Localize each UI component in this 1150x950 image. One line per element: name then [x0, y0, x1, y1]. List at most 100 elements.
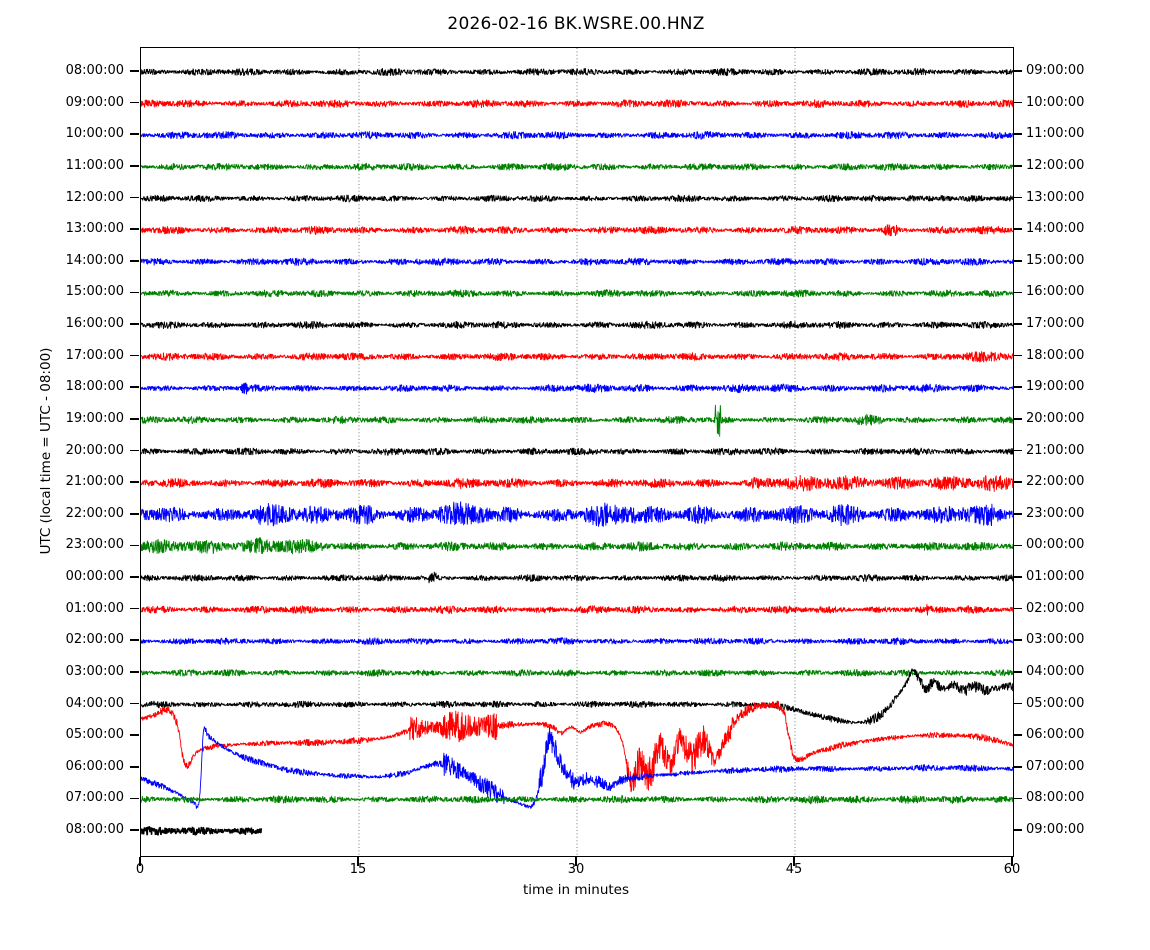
y-tick-mark-left — [130, 607, 139, 610]
y-tick-mark-left — [130, 70, 139, 72]
y-tick-mark-left — [130, 386, 139, 389]
utc-tick-label: 20:00:00 — [65, 442, 124, 458]
local-tick-label: 06:00:00 — [1026, 727, 1085, 743]
utc-tick-label: 08:00:00 — [65, 822, 124, 837]
y-tick-mark-right — [1013, 702, 1022, 705]
y-tick-mark-left — [130, 702, 139, 705]
y-tick-mark-right — [1013, 70, 1022, 72]
utc-tick-label: 06:00:00 — [65, 758, 124, 774]
local-tick-label: 00:00:00 — [1026, 537, 1085, 553]
y-tick-mark-left — [130, 512, 139, 515]
y-tick-mark-right — [1013, 512, 1022, 515]
y-tick-mark-left — [130, 196, 139, 199]
local-tick-label: 20:00:00 — [1026, 410, 1085, 426]
plot-frame — [140, 47, 1014, 857]
local-tick-label: 07:00:00 — [1026, 758, 1085, 774]
y-tick-mark-left — [130, 259, 139, 262]
local-tick-label: 16:00:00 — [1026, 284, 1085, 300]
utc-tick-label: 21:00:00 — [65, 474, 124, 490]
x-tick-label: 30 — [567, 862, 585, 877]
y-tick-mark-left — [130, 797, 139, 800]
y-tick-mark-right — [1013, 607, 1022, 610]
utc-tick-label: 12:00:00 — [65, 189, 124, 205]
y-tick-mark-right — [1013, 228, 1022, 230]
local-tick-label: 09:00:00 — [1026, 63, 1085, 78]
x-tick-label: 60 — [1003, 862, 1021, 877]
y-tick-mark-right — [1013, 829, 1022, 831]
y-tick-mark-left — [130, 449, 139, 452]
y-tick-mark-right — [1013, 323, 1022, 325]
utc-tick-label: 23:00:00 — [65, 537, 124, 553]
y-tick-mark-left — [130, 101, 139, 104]
y-tick-mark-left — [130, 734, 139, 736]
y-tick-mark-right — [1013, 386, 1022, 389]
x-axis-label: time in minutes — [522, 882, 630, 898]
y-tick-mark-left — [130, 481, 139, 483]
local-tick-label: 01:00:00 — [1026, 569, 1085, 584]
y-tick-mark-right — [1013, 418, 1022, 420]
local-tick-label: 05:00:00 — [1026, 695, 1085, 711]
utc-tick-label: 15:00:00 — [65, 284, 124, 300]
y-tick-mark-left — [130, 829, 139, 831]
utc-tick-label: 18:00:00 — [65, 379, 124, 395]
y-tick-mark-right — [1013, 734, 1022, 736]
utc-tick-label: 19:00:00 — [65, 410, 124, 426]
local-tick-label: 09:00:00 — [1026, 822, 1085, 837]
y-tick-mark-left — [130, 323, 139, 325]
utc-tick-label: 07:00:00 — [65, 790, 124, 806]
utc-tick-label: 17:00:00 — [65, 347, 124, 363]
utc-tick-label: 09:00:00 — [65, 94, 124, 110]
utc-tick-label: 00:00:00 — [65, 569, 124, 584]
utc-tick-label: 10:00:00 — [65, 126, 124, 142]
utc-tick-label: 04:00:00 — [65, 695, 124, 711]
y-tick-mark-left — [130, 765, 139, 768]
y-tick-mark-right — [1013, 639, 1022, 642]
local-tick-label: 14:00:00 — [1026, 221, 1085, 237]
y-tick-mark-left — [130, 418, 139, 420]
y-tick-mark-left — [130, 228, 139, 230]
utc-tick-label: 11:00:00 — [65, 157, 124, 173]
y-tick-mark-right — [1013, 259, 1022, 262]
local-tick-label: 17:00:00 — [1026, 316, 1085, 331]
x-tick-mark — [139, 857, 141, 866]
x-tick-mark — [1011, 857, 1013, 866]
utc-tick-label: 16:00:00 — [65, 316, 124, 331]
local-tick-label: 15:00:00 — [1026, 252, 1085, 268]
x-tick-label: 15 — [349, 862, 367, 877]
seismogram-trace-canvas — [141, 48, 1013, 856]
x-tick-label: 45 — [785, 862, 803, 877]
y-tick-mark-right — [1013, 165, 1022, 167]
y-tick-mark-right — [1013, 133, 1022, 136]
local-tick-label: 11:00:00 — [1026, 126, 1085, 142]
y-tick-mark-right — [1013, 354, 1022, 357]
y-tick-mark-right — [1013, 101, 1022, 104]
utc-tick-label: 02:00:00 — [65, 632, 124, 648]
local-tick-label: 18:00:00 — [1026, 347, 1085, 363]
y-tick-mark-right — [1013, 544, 1022, 547]
y-tick-mark-left — [130, 133, 139, 136]
local-tick-label: 13:00:00 — [1026, 189, 1085, 205]
utc-tick-label: 13:00:00 — [65, 221, 124, 237]
y-tick-mark-right — [1013, 765, 1022, 768]
local-tick-label: 02:00:00 — [1026, 600, 1085, 616]
utc-tick-label: 14:00:00 — [65, 252, 124, 268]
local-tick-label: 19:00:00 — [1026, 379, 1085, 395]
local-tick-label: 21:00:00 — [1026, 442, 1085, 458]
y-tick-mark-left — [130, 576, 139, 578]
y-tick-mark-right — [1013, 291, 1022, 294]
y-tick-mark-left — [130, 671, 139, 673]
y-tick-mark-left — [130, 544, 139, 547]
y-tick-mark-left — [130, 639, 139, 642]
utc-tick-label: 01:00:00 — [65, 600, 124, 616]
y-tick-mark-right — [1013, 797, 1022, 800]
local-tick-label: 22:00:00 — [1026, 474, 1085, 490]
x-tick-mark — [793, 857, 795, 866]
chart-title: 2026-02-16 BK.WSRE.00.HNZ — [447, 14, 705, 34]
y-tick-mark-right — [1013, 481, 1022, 483]
local-tick-label: 23:00:00 — [1026, 505, 1085, 521]
local-tick-label: 12:00:00 — [1026, 157, 1085, 173]
y-tick-mark-right — [1013, 449, 1022, 452]
y-tick-mark-right — [1013, 576, 1022, 578]
y-tick-mark-left — [130, 165, 139, 167]
